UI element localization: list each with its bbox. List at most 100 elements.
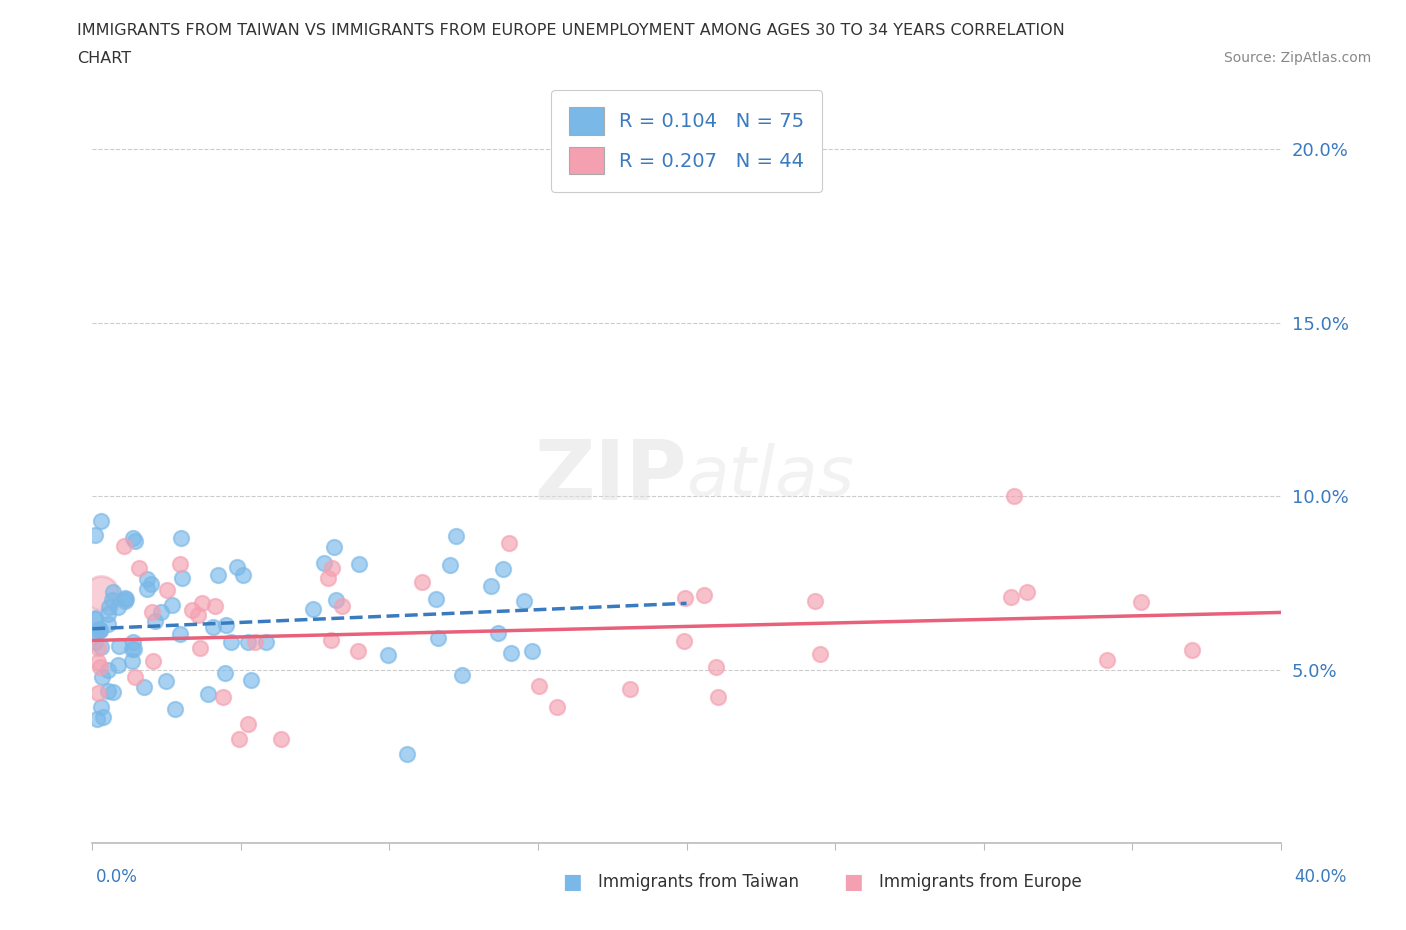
Point — [91, 710, 114, 724]
Point — [114, 593, 136, 608]
Point — [87, 655, 110, 670]
Point — [142, 653, 165, 668]
Point — [498, 536, 520, 551]
Text: Source: ZipAtlas.com: Source: ZipAtlas.com — [1223, 51, 1371, 65]
Point — [396, 747, 419, 762]
Point — [87, 622, 110, 637]
Point — [97, 663, 120, 678]
Point — [97, 617, 120, 631]
Legend: R = 0.104   N = 75, R = 0.207   N = 44: R = 0.104 N = 75, R = 0.207 N = 44 — [551, 90, 823, 192]
Point — [149, 604, 172, 619]
Point — [254, 635, 277, 650]
Point — [180, 603, 202, 618]
Point — [302, 601, 325, 616]
Point — [121, 654, 143, 669]
Point — [97, 684, 120, 698]
Point — [90, 586, 112, 601]
Point — [377, 647, 399, 662]
Point — [124, 670, 146, 684]
Point — [450, 668, 472, 683]
Point — [155, 673, 177, 688]
Point — [1181, 642, 1204, 657]
Point — [122, 642, 145, 657]
Point — [114, 591, 136, 605]
Point — [132, 679, 155, 694]
Text: 0.0%: 0.0% — [96, 868, 138, 885]
Point — [169, 556, 191, 571]
Point — [90, 513, 112, 528]
Point — [90, 700, 112, 715]
Point — [107, 600, 129, 615]
Point — [707, 690, 730, 705]
Point — [214, 665, 236, 680]
Point — [97, 599, 120, 614]
Point — [87, 640, 110, 655]
Point — [693, 587, 716, 602]
Point — [804, 593, 827, 608]
Point — [114, 591, 136, 606]
Point — [486, 626, 509, 641]
Point — [321, 561, 343, 576]
Text: Immigrants from Taiwan: Immigrants from Taiwan — [598, 872, 799, 891]
Point — [86, 712, 108, 727]
Point — [139, 577, 162, 591]
Point — [673, 633, 696, 648]
Point — [1017, 585, 1039, 600]
Point — [101, 684, 124, 699]
Point — [169, 626, 191, 641]
Point — [170, 570, 193, 585]
Point — [103, 584, 125, 599]
Point — [520, 644, 543, 658]
Point — [527, 678, 550, 693]
Point — [170, 530, 193, 545]
Point — [426, 631, 449, 645]
Point — [240, 672, 263, 687]
Point — [91, 670, 114, 684]
Point — [270, 732, 292, 747]
Point — [89, 622, 111, 637]
Point — [546, 699, 568, 714]
Point — [238, 634, 260, 649]
Point — [156, 583, 179, 598]
Point — [325, 592, 347, 607]
Point — [232, 567, 254, 582]
Point — [314, 555, 336, 570]
Point — [136, 582, 159, 597]
Point — [1000, 590, 1022, 604]
Point — [236, 716, 259, 731]
Point — [188, 641, 211, 656]
Point — [87, 685, 110, 700]
Point — [124, 534, 146, 549]
Point — [226, 559, 249, 574]
Point — [219, 634, 242, 649]
Point — [89, 659, 111, 674]
Point — [499, 645, 522, 660]
Text: 40.0%: 40.0% — [1295, 868, 1347, 885]
Point — [90, 639, 112, 654]
Point — [128, 561, 150, 576]
Point — [89, 622, 111, 637]
Point — [439, 558, 461, 573]
Text: ZIP: ZIP — [534, 436, 686, 517]
Point — [84, 634, 107, 649]
Point — [321, 632, 343, 647]
Point — [135, 572, 157, 587]
Point — [316, 571, 339, 586]
Point — [112, 539, 135, 554]
Text: CHART: CHART — [77, 51, 131, 66]
Point — [197, 687, 219, 702]
Point — [1130, 594, 1153, 609]
Point — [619, 682, 641, 697]
Point — [163, 702, 186, 717]
Point — [215, 618, 238, 632]
Text: ■: ■ — [844, 871, 863, 892]
Point — [347, 556, 370, 571]
Point — [84, 611, 107, 626]
Point — [411, 575, 433, 590]
Point — [204, 599, 226, 614]
Point — [107, 658, 129, 672]
Point — [492, 562, 515, 577]
Point — [122, 634, 145, 649]
Point — [808, 647, 831, 662]
Point — [141, 604, 163, 619]
